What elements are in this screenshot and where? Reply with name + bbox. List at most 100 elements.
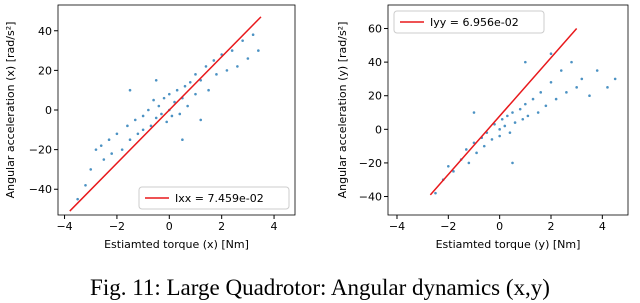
x-tick-label: 4: [599, 220, 606, 233]
scatter-point: [580, 77, 584, 81]
scatter-point: [162, 96, 166, 100]
caption: Fig. 11: Large Quadrotor: Angular dynami…: [90, 275, 550, 300]
scatter-point: [94, 148, 98, 151]
x-tick-label: 0: [496, 220, 503, 233]
scatter-point: [511, 161, 514, 165]
scatter-point: [588, 94, 591, 98]
axes-frame: [387, 4, 629, 216]
scatter-point: [595, 69, 599, 72]
scatter-point: [606, 86, 609, 89]
scatter-point: [434, 191, 437, 195]
scatter-point: [575, 86, 578, 89]
scatter-point: [133, 118, 137, 122]
scatter-point: [154, 116, 158, 120]
y-tick-label: 40: [368, 56, 382, 69]
y-axis-label: Angular acceleration (x) [rad/s²]: [4, 22, 17, 199]
scatter-point: [183, 84, 187, 88]
y-tick-label: 60: [368, 23, 382, 36]
x-tick-label: −4: [389, 220, 405, 233]
scatter-point: [490, 138, 494, 141]
scatter-point: [178, 112, 182, 116]
scatter-point: [531, 97, 535, 101]
scatter-point: [102, 158, 106, 161]
scatter-point: [126, 124, 129, 128]
scatter-point: [482, 144, 486, 148]
scatter-point: [76, 197, 79, 201]
scatter-point: [536, 111, 540, 114]
scatter-point: [207, 88, 210, 92]
scatter-point: [513, 121, 517, 124]
scatter-point: [524, 102, 527, 106]
scatter-point: [508, 131, 512, 134]
scatter-point: [447, 164, 450, 168]
x-axis-label: Estiamted torque (x) [Nm]: [104, 238, 249, 251]
y-axis-label: Angular acceleration (y) [rad/s²]: [336, 22, 349, 199]
legend-box: [393, 10, 545, 34]
y-tick-label: −40: [359, 191, 382, 204]
y-tick-label: −20: [29, 144, 52, 157]
scatter-point: [559, 69, 563, 72]
y-tick-label: 0: [375, 123, 382, 136]
scatter-point: [99, 144, 103, 147]
scatter-point: [181, 138, 184, 142]
scatter-point: [500, 117, 504, 121]
scatter-point: [175, 88, 179, 92]
scatter-point: [212, 59, 216, 62]
fit-line: [429, 28, 578, 196]
scatter-point: [230, 49, 234, 52]
y-tick-label: 20: [38, 64, 52, 77]
x-tick-label: 0: [166, 220, 173, 233]
scatter-point: [549, 80, 553, 84]
scatter-point: [565, 91, 568, 94]
scatter-point: [539, 91, 543, 94]
x-tick-label: 2: [218, 220, 225, 233]
scatter-point: [524, 60, 527, 64]
x-tick-label: 2: [547, 220, 554, 233]
scatter-point: [128, 138, 132, 142]
y-tick-label: 20: [368, 90, 382, 103]
scatter-point: [84, 183, 87, 187]
scatter-point: [194, 92, 197, 96]
scatter-point: [188, 80, 192, 84]
y-tick-label: −20: [359, 157, 382, 170]
scatter-point: [570, 60, 573, 64]
fit-line: [69, 16, 262, 212]
scatter-point: [236, 65, 239, 68]
scatter-point: [115, 132, 119, 136]
legend-label: Ixx = 7.459e-02: [175, 192, 264, 205]
scatter-point: [128, 88, 132, 92]
scatter-point: [549, 52, 553, 56]
scatter-point: [147, 108, 150, 112]
scatter-point: [472, 111, 476, 114]
scatter-point: [225, 69, 229, 72]
x-tick-label: 4: [271, 220, 278, 233]
scatter-point: [173, 100, 176, 104]
scatter-point: [186, 104, 189, 108]
scatter-point: [204, 65, 208, 68]
scatter-point: [120, 148, 124, 151]
scatter-point: [110, 152, 113, 155]
axes-frame: [57, 4, 296, 216]
scatter-point: [554, 97, 558, 101]
x-tick-label: −2: [109, 220, 125, 233]
scatter-point: [199, 118, 203, 122]
scatter-point: [544, 104, 548, 108]
scatter-point: [141, 114, 145, 118]
scatter-point: [152, 98, 155, 102]
scatter-point: [241, 39, 244, 42]
scatter-point: [526, 114, 530, 118]
scatter-point: [170, 114, 174, 118]
legend-box: [138, 186, 290, 210]
scatter-point: [246, 57, 250, 60]
scatter-point: [107, 138, 111, 142]
scatter-point: [506, 114, 509, 118]
scatter-point: [452, 170, 455, 173]
x-tick-label: −4: [56, 220, 72, 233]
scatter-point: [157, 104, 161, 108]
scatter-point: [257, 49, 260, 52]
x-tick-label: −2: [440, 220, 456, 233]
scatter-point: [613, 77, 617, 81]
scatter-point: [475, 151, 478, 155]
y-tick-label: 40: [38, 25, 52, 38]
